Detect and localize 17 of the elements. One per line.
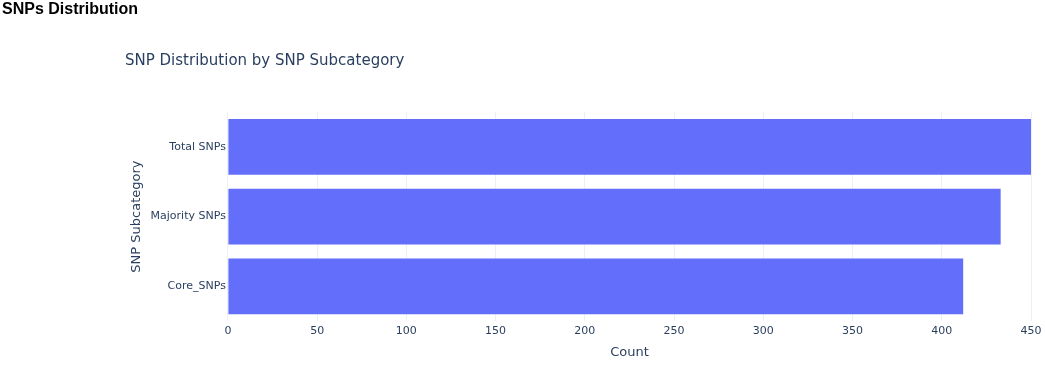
y-axis-title: SNP Subcategory: [128, 160, 144, 273]
x-tick-label: 300: [752, 323, 774, 337]
x-tick-label: 350: [842, 323, 864, 337]
x-tick-label: 450: [1020, 323, 1042, 337]
x-tick-label: 0: [224, 323, 232, 337]
text: SNPs Distribution: [2, 0, 139, 18]
y-tick-label: Majority SNPs: [150, 209, 227, 223]
x-tick-label: 150: [485, 323, 507, 337]
x-tick-label: 200: [574, 323, 596, 337]
y-tick-label: Total SNPs: [168, 139, 227, 153]
chart-subtitle: SNP Distribution by SNP Subcategory: [125, 50, 405, 69]
x-tick-label: 100: [395, 323, 417, 337]
x-axis-title: Count: [610, 343, 649, 359]
x-tick-label: 250: [663, 323, 685, 337]
y-tick-label: Core_SNPs: [167, 279, 227, 293]
x-tick-label: 50: [310, 323, 325, 337]
x-tick-label: 400: [931, 323, 953, 337]
